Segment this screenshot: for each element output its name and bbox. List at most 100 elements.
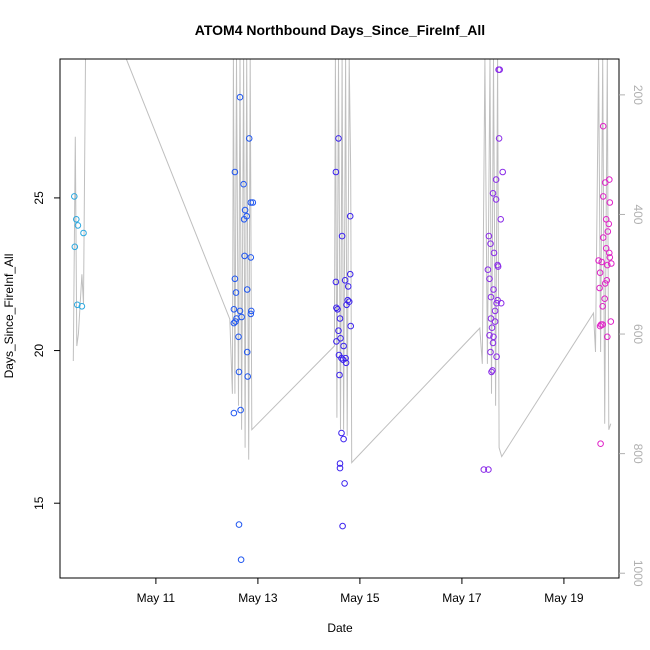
x-tick-label: May 17 bbox=[442, 591, 482, 605]
data-point bbox=[488, 324, 496, 332]
data-point bbox=[336, 315, 344, 322]
data-point bbox=[489, 339, 497, 347]
data-point bbox=[241, 252, 248, 260]
data-point bbox=[597, 440, 604, 448]
points-layer bbox=[71, 66, 615, 564]
y-axis-label: Days_Since_FireInf_All bbox=[2, 254, 16, 379]
data-point bbox=[488, 368, 495, 376]
data-point bbox=[606, 254, 614, 261]
data-point bbox=[241, 206, 249, 214]
data-point bbox=[487, 293, 495, 301]
data-point bbox=[332, 278, 340, 286]
data-point bbox=[499, 168, 507, 176]
data-point bbox=[489, 190, 497, 197]
data-point bbox=[487, 315, 495, 322]
y-tick-label: 15 bbox=[32, 496, 46, 510]
data-point bbox=[335, 135, 342, 142]
data-point bbox=[333, 304, 340, 312]
data-point bbox=[604, 261, 611, 269]
secondary-line bbox=[72, 59, 612, 464]
data-point bbox=[237, 406, 244, 414]
data-point bbox=[346, 212, 354, 220]
data-point bbox=[596, 322, 604, 330]
chart-title: ATOM4 Northbound Days_Since_FireInf_All bbox=[195, 22, 485, 38]
data-point bbox=[232, 318, 239, 325]
data-point bbox=[493, 299, 500, 307]
data-point bbox=[335, 327, 342, 335]
data-point bbox=[496, 66, 504, 73]
data-point bbox=[243, 286, 251, 293]
data-point bbox=[245, 135, 253, 142]
data-point bbox=[480, 466, 488, 473]
data-point bbox=[334, 306, 341, 313]
data-point bbox=[247, 199, 255, 206]
data-point bbox=[235, 521, 243, 528]
data-point bbox=[493, 353, 500, 361]
data-point bbox=[601, 295, 609, 303]
data-point bbox=[338, 232, 346, 240]
y2-tick-label: 200 bbox=[631, 85, 645, 105]
data-point bbox=[605, 220, 613, 228]
data-point bbox=[344, 296, 352, 304]
x-tick-label: May 19 bbox=[544, 591, 584, 605]
data-point bbox=[249, 199, 257, 206]
data-point bbox=[486, 275, 493, 283]
data-point bbox=[340, 435, 347, 443]
y2-tick-label: 600 bbox=[631, 324, 645, 344]
data-point bbox=[346, 270, 354, 278]
data-point bbox=[337, 335, 344, 342]
data-point bbox=[608, 260, 615, 267]
data-point bbox=[237, 556, 245, 564]
data-point bbox=[601, 280, 609, 287]
data-point bbox=[599, 303, 607, 310]
data-point bbox=[231, 275, 239, 283]
axes-layer: May 11 May 13 May 15 May 17 May 19 15 20 25 200 4… bbox=[32, 58, 645, 605]
y2-tick-label: 800 bbox=[631, 444, 645, 464]
x-tick-label: May 15 bbox=[340, 591, 380, 605]
data-point bbox=[247, 254, 255, 261]
data-point bbox=[336, 371, 343, 379]
data-point bbox=[497, 299, 505, 307]
data-point bbox=[80, 229, 87, 237]
data-point bbox=[230, 409, 238, 417]
data-point bbox=[599, 234, 607, 241]
data-point bbox=[248, 307, 255, 315]
data-point bbox=[340, 342, 347, 350]
data-point bbox=[247, 310, 255, 318]
plot-frame bbox=[59, 58, 620, 579]
data-point bbox=[347, 322, 355, 330]
data-point bbox=[235, 333, 242, 341]
data-point bbox=[339, 522, 346, 530]
data-point bbox=[235, 368, 243, 376]
data-point bbox=[342, 359, 350, 367]
data-point bbox=[338, 429, 345, 437]
data-point bbox=[230, 306, 238, 313]
data-point bbox=[602, 245, 610, 252]
data-point bbox=[607, 318, 615, 325]
data-point bbox=[71, 243, 79, 251]
data-point bbox=[240, 180, 247, 188]
data-point bbox=[490, 249, 498, 257]
data-point bbox=[336, 464, 344, 472]
data-point bbox=[338, 354, 345, 362]
y2-tick-label: 1000 bbox=[631, 560, 645, 587]
data-point bbox=[232, 289, 240, 296]
data-point bbox=[598, 258, 606, 266]
data-point bbox=[604, 228, 612, 235]
data-point bbox=[492, 196, 500, 203]
data-point bbox=[73, 216, 80, 223]
data-point bbox=[486, 332, 493, 339]
data-point bbox=[332, 168, 340, 176]
data-point bbox=[236, 307, 244, 315]
data-point bbox=[244, 373, 251, 380]
data-point bbox=[71, 193, 78, 200]
data-point bbox=[487, 240, 494, 247]
data-point bbox=[336, 460, 344, 467]
data-point bbox=[341, 277, 349, 284]
data-point bbox=[78, 303, 86, 310]
data-point bbox=[606, 199, 614, 206]
data-point bbox=[490, 286, 497, 293]
data-point bbox=[494, 263, 502, 270]
data-point bbox=[240, 216, 248, 223]
data-point bbox=[490, 333, 497, 341]
